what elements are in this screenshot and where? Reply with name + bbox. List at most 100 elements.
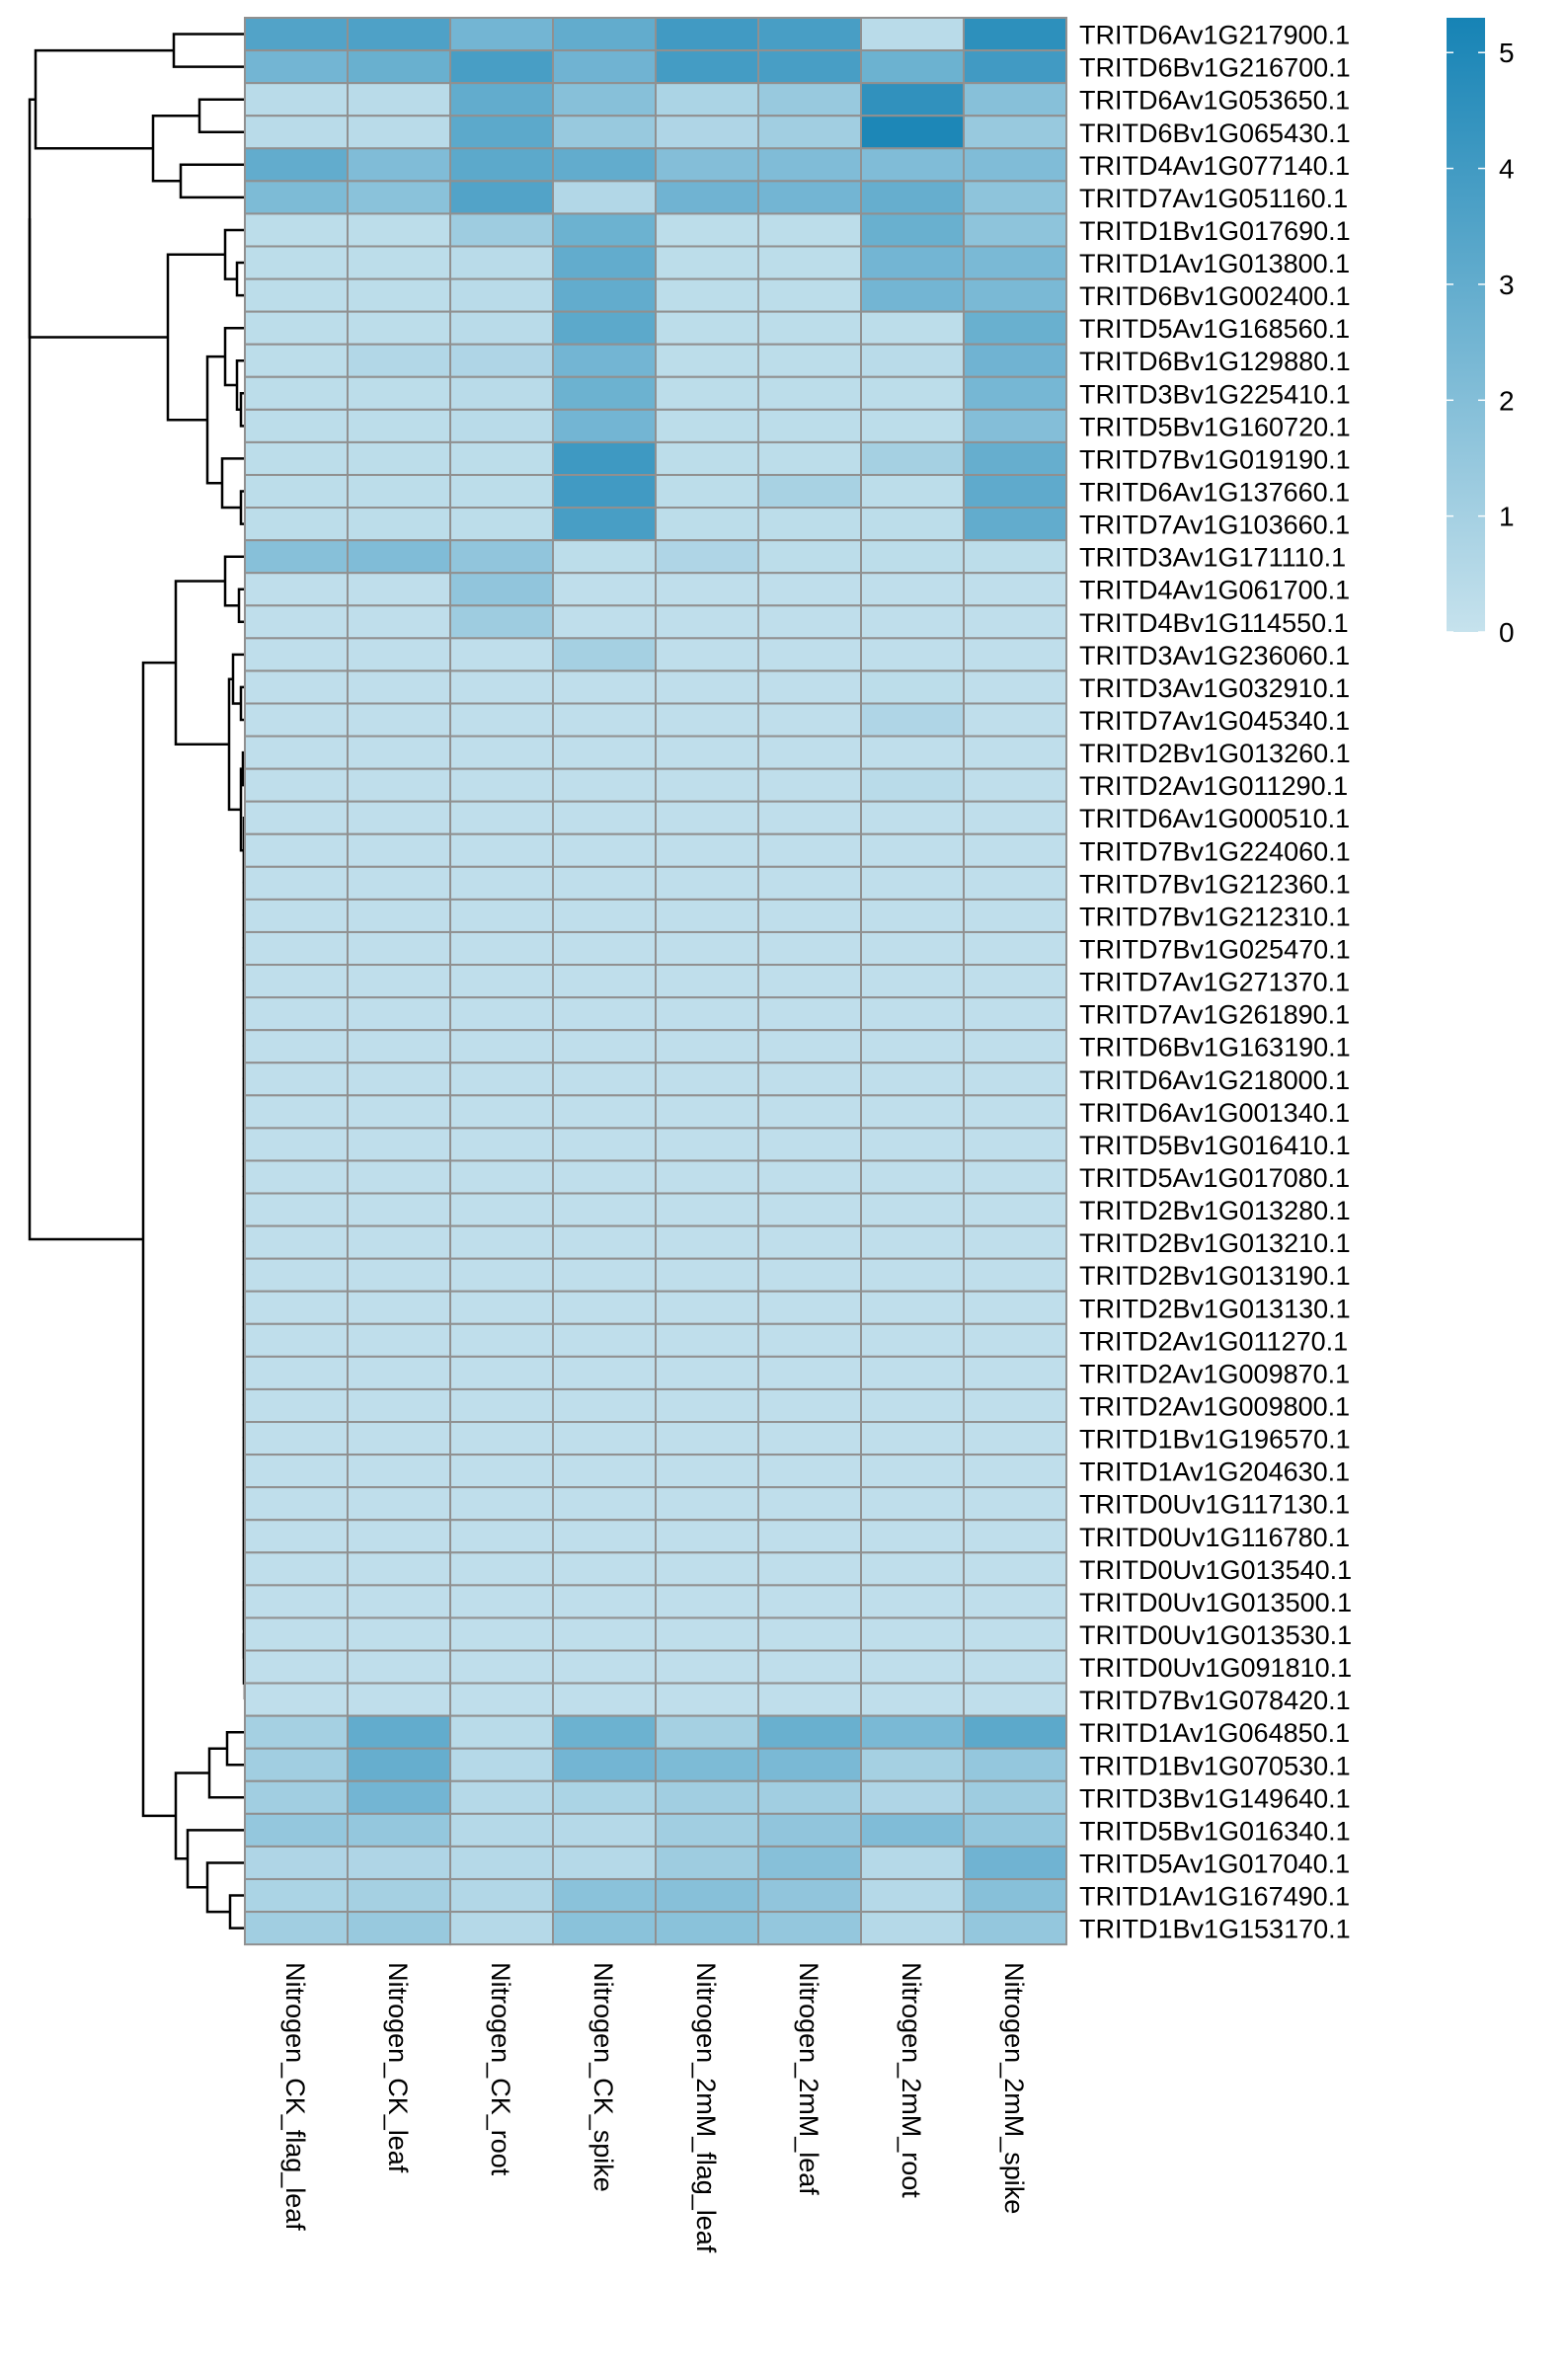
heatmap-cell: [347, 1290, 451, 1325]
heatmap-cell: [655, 1421, 759, 1457]
heatmap-cell: [655, 1616, 759, 1652]
heatmap-cell: [860, 1387, 965, 1424]
heatmap-cell: [552, 310, 657, 346]
heatmap-cell: [347, 832, 451, 868]
heatmap-cell: [347, 1322, 451, 1358]
heatmap-cell: [449, 473, 554, 510]
row-label: TRITD3Bv1G149640.1: [1079, 1783, 1351, 1813]
heatmap-cell: [757, 473, 862, 510]
heatmap-cell: [347, 637, 451, 672]
heatmap-cell: [757, 180, 862, 215]
heatmap-cell: [757, 702, 862, 738]
heatmap-cell: [757, 865, 862, 901]
heatmap-cell: [860, 1519, 965, 1554]
heatmap-cell: [860, 408, 965, 443]
heatmap-cell: [449, 1812, 554, 1848]
heatmap-cell: [244, 212, 349, 248]
heatmap-cell: [655, 17, 759, 52]
row-label: TRITD2Bv1G013280.1: [1079, 1196, 1351, 1225]
heatmap-cell: [963, 1322, 1067, 1358]
heatmap-cell: [347, 245, 451, 280]
heatmap-cell: [347, 343, 451, 378]
heatmap-cell: [347, 1877, 451, 1914]
heatmap-cell: [963, 1812, 1067, 1848]
heatmap-cell: [244, 1584, 349, 1619]
heatmap-cell: [963, 1094, 1067, 1130]
heatmap-cell: [449, 1616, 554, 1652]
row-labels: TRITD6Av1G217900.1TRITD6Bv1G216700.1TRIT…: [1079, 21, 1352, 1944]
heatmap-cell: [860, 1062, 965, 1097]
heatmap-cell: [449, 767, 554, 803]
heatmap-cell: [757, 1845, 862, 1880]
heatmap-cell: [552, 669, 657, 705]
heatmap-cell: [860, 1779, 965, 1815]
heatmap-cell: [963, 930, 1067, 967]
heatmap-cell: [757, 507, 862, 542]
heatmap-cell: [963, 1290, 1067, 1325]
heatmap-cell: [963, 1682, 1067, 1717]
heatmap-cell: [347, 604, 451, 640]
heatmap-cell: [757, 82, 862, 118]
dendrogram-link: [166, 253, 225, 422]
heatmap-cell: [347, 1224, 451, 1260]
heatmap-cell: [552, 1192, 657, 1227]
dendrogram-link: [225, 1730, 245, 1767]
heatmap-cell: [552, 82, 657, 118]
row-label: TRITD0Uv1G013500.1: [1079, 1588, 1352, 1617]
heatmap-cell: [347, 1714, 451, 1750]
heatmap-cell: [655, 1649, 759, 1685]
heatmap-cell: [757, 1192, 862, 1227]
heatmap-cell: [757, 572, 862, 607]
heatmap-cell: [449, 1519, 554, 1554]
heatmap-cell: [449, 277, 554, 313]
heatmap-cell: [963, 1551, 1067, 1587]
heatmap-cell: [963, 996, 1067, 1032]
heatmap-cell: [552, 212, 657, 248]
heatmap-cell: [552, 767, 657, 803]
heatmap-cell: [244, 898, 349, 933]
row-label: TRITD6Bv1G216700.1: [1079, 53, 1351, 83]
dendrogram-link: [172, 33, 245, 68]
heatmap-cell: [963, 1387, 1067, 1424]
row-label: TRITD5Av1G168560.1: [1079, 314, 1350, 344]
heatmap-cell: [552, 800, 657, 835]
heatmap-cell: [449, 1421, 554, 1457]
heatmap-cell: [244, 604, 349, 640]
dendrogram-link: [186, 1829, 245, 1889]
heatmap-cell: [244, 1224, 349, 1260]
heatmap-cell: [552, 572, 657, 607]
heatmap-cell: [552, 702, 657, 738]
heatmap-cell: [244, 1257, 349, 1293]
row-label: TRITD7Av1G261890.1: [1079, 1000, 1350, 1030]
heatmap-cell: [552, 1877, 657, 1914]
heatmap-cell: [244, 440, 349, 476]
heatmap-cell: [860, 1454, 965, 1489]
heatmap-cell: [347, 539, 451, 575]
heatmap-cell: [552, 1355, 657, 1390]
heatmap-cell: [347, 147, 451, 183]
heatmap-cell: [347, 1257, 451, 1293]
column-label: Nitrogen_2mM_flag_leaf: [691, 1962, 721, 2253]
heatmap-cell: [552, 1421, 657, 1457]
heatmap-cell: [655, 964, 759, 999]
heatmap-cell: [655, 82, 759, 118]
row-label: TRITD1Bv1G196570.1: [1079, 1425, 1351, 1455]
heatmap-cell: [244, 767, 349, 803]
heatmap-cell: [552, 832, 657, 868]
row-label: TRITD2Av1G011290.1: [1079, 771, 1348, 801]
heatmap-cell: [860, 507, 965, 542]
heatmap-cell: [757, 1322, 862, 1358]
heatmap-cell: [449, 1029, 554, 1064]
row-label: TRITD4Av1G077140.1: [1079, 151, 1350, 181]
heatmap-cell: [552, 1159, 657, 1195]
heatmap-cell: [860, 767, 965, 803]
heatmap-cell: [347, 1094, 451, 1130]
row-label: TRITD7Av1G103660.1: [1079, 511, 1350, 540]
heatmap-cell: [347, 212, 451, 248]
heatmap-cell: [860, 212, 965, 248]
heatmap-cell: [963, 115, 1067, 150]
heatmap-cell: [244, 1029, 349, 1064]
dendrogram-link: [205, 1861, 245, 1914]
column-label: Nitrogen_CK_flag_leaf: [280, 1962, 310, 2231]
row-label: TRITD3Av1G171110.1: [1079, 543, 1346, 573]
